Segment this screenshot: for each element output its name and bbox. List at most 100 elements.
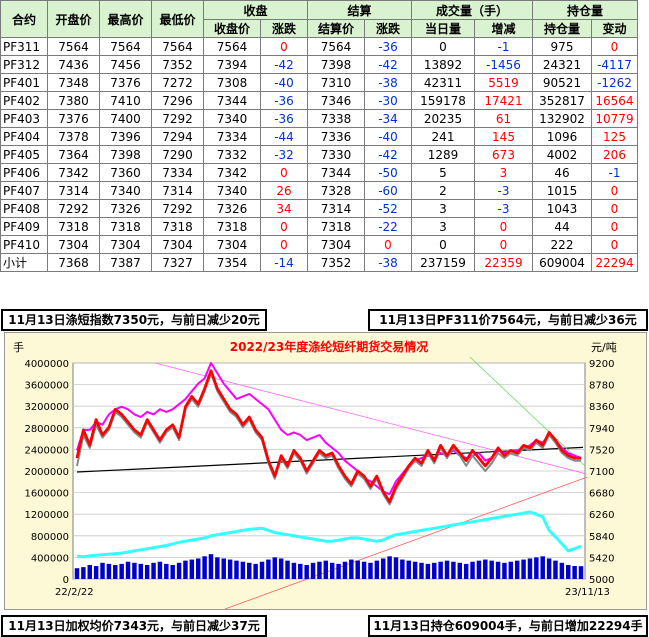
volume-bar: [578, 566, 584, 579]
left-tick-label: 2000000: [24, 467, 69, 478]
cell-chg: 0: [260, 163, 308, 182]
cell-close: 7340: [203, 181, 261, 200]
cell-code: PF311: [0, 37, 48, 56]
table-row: PF405 7364 7398 7290 7332 -32 7330 -42 1289 673 40…: [0, 145, 638, 164]
x-end-label: 23/11/13: [565, 587, 610, 598]
cell-vol: 2: [411, 181, 475, 200]
cell-low: 7318: [151, 217, 204, 236]
cell-vol: 13892: [411, 55, 475, 74]
col-header-oi: 持仓量: [532, 19, 592, 38]
cell-schg: -38: [364, 253, 412, 272]
volume-bar: [272, 557, 278, 579]
cell-low: 7292: [151, 199, 204, 218]
cell-code: PF405: [0, 145, 48, 164]
pf311-note: 11月13日PF311价7564元，与前日减少36元: [368, 309, 648, 331]
col-header-vol: 当日量: [411, 19, 475, 38]
cell-open: 7378: [47, 127, 100, 146]
volume-bar: [521, 559, 526, 579]
volume-bar: [361, 561, 367, 579]
volume-bar: [259, 561, 265, 579]
chart-title: 2022/23年度涤纶短纤期货交易情况: [230, 339, 428, 354]
volume-bar: [329, 562, 335, 579]
left-axis-unit: 手: [13, 340, 24, 354]
cell-schg: -50: [364, 163, 412, 182]
volume-bar: [336, 563, 341, 579]
cell-settle: 7346: [307, 91, 365, 110]
col-header-low: 最低价: [151, 0, 204, 38]
cell-vchg: -1: [474, 37, 533, 56]
volume-bar: [349, 559, 354, 579]
cell-vol: 5: [411, 163, 475, 182]
volume-bar: [119, 563, 124, 579]
volume-bar: [527, 558, 533, 579]
volume-bar: [266, 559, 271, 579]
col-header-close: 收盘价: [203, 19, 261, 38]
cell-low: 7334: [151, 163, 204, 182]
right-tick-label: 6680: [589, 489, 614, 500]
cell-code: PF404: [0, 127, 48, 146]
cell-oichg: 0: [591, 199, 638, 218]
cell-open: 7342: [47, 163, 100, 182]
cell-vol: 3: [411, 199, 475, 218]
cell-oichg: 125: [591, 127, 638, 146]
cell-oi: 975: [532, 37, 592, 56]
cell-vchg: 0: [474, 217, 533, 236]
volume-bar: [566, 564, 571, 579]
volume-bar: [368, 562, 373, 579]
cell-close: 7394: [203, 55, 261, 74]
volume-bar: [285, 560, 290, 579]
right-tick-label: 6260: [589, 510, 614, 521]
volume-bar: [176, 562, 182, 579]
volume-bar: [425, 563, 431, 579]
cell-code: PF410: [0, 235, 48, 254]
col-header-chg: 涨跌: [260, 19, 308, 38]
col-header-open: 开盘价: [47, 0, 100, 38]
cell-vol: 241: [411, 127, 475, 146]
cell-code: PF401: [0, 73, 48, 92]
group-header-volume: 成交量（手）: [411, 0, 533, 20]
cell-high: 7326: [99, 199, 152, 218]
volume-bar: [444, 560, 450, 579]
cell-chg: 26: [260, 181, 308, 200]
cell-settle: 7336: [307, 127, 365, 146]
cell-settle: 7304: [307, 235, 365, 254]
cell-close: 7340: [203, 109, 261, 128]
cell-schg: -38: [364, 73, 412, 92]
table-row: PF311 7564 7564 7564 7564 0 7564 -36 0 -1 975 0: [0, 37, 638, 56]
left-tick-label: 1200000: [24, 510, 69, 521]
volume-bar: [202, 556, 207, 579]
left-tick-label: 2800000: [24, 424, 69, 435]
volume-bar: [74, 568, 80, 579]
volume-bar: [310, 562, 316, 579]
volume-bar: [540, 556, 545, 579]
cell-vchg: -3: [474, 199, 533, 218]
cell-low: 7327: [151, 253, 204, 272]
cell-schg: -30: [364, 91, 412, 110]
group-header-oi: 持仓量: [532, 0, 638, 20]
cell-vol: 0: [411, 235, 475, 254]
volume-bar: [546, 558, 552, 579]
cell-settle: 7330: [307, 145, 365, 164]
cell-vol: 42311: [411, 73, 475, 92]
group-header-close: 收盘: [203, 0, 308, 20]
cell-chg: -42: [260, 55, 308, 74]
cell-settle: 7398: [307, 55, 365, 74]
cell-vol: 0: [411, 37, 475, 56]
cell-chg: 0: [260, 217, 308, 236]
cell-open: 7304: [47, 235, 100, 254]
table-header-row: 收盘价 涨跌 结算价 涨跌 当日量 增减 持仓量 变动: [1, 19, 638, 38]
cell-oichg: 0: [591, 217, 638, 236]
price-line: [75, 369, 581, 504]
volume-bar: [87, 564, 92, 579]
cell-oi: 1015: [532, 181, 592, 200]
col-header-high: 最高价: [99, 0, 152, 38]
volume-bar: [463, 563, 469, 579]
table-row: PF407 7314 7340 7314 7340 26 7328 -60 2 -3 1015 0: [0, 181, 638, 200]
left-tick-label: 800000: [31, 532, 69, 543]
right-tick-label: 8780: [589, 381, 614, 392]
cell-code: 小计: [0, 253, 48, 272]
volume-bar: [240, 561, 246, 579]
cell-schg: -60: [364, 181, 412, 200]
col-header-schg: 涨跌: [364, 19, 412, 38]
volume-bar: [144, 564, 150, 579]
